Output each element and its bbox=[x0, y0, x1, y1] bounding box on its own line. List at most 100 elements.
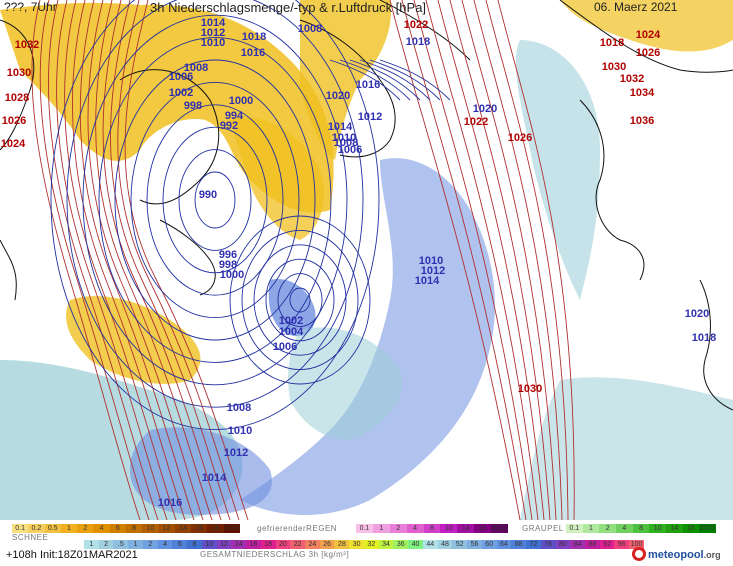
legend-swatch: 0.2 bbox=[28, 524, 45, 533]
pressure-label: 1030 bbox=[602, 61, 626, 73]
pressure-label: 1010 bbox=[201, 37, 225, 49]
legend-swatch: 16 bbox=[682, 524, 700, 533]
valid-time: ???, 7Uhr bbox=[4, 0, 57, 14]
pressure-label: 1014 bbox=[202, 472, 227, 484]
legend-swatch: .5 bbox=[113, 540, 129, 549]
isobar-low bbox=[114, 59, 316, 341]
pressure-label: 1016 bbox=[241, 47, 265, 59]
legend-swatch: 48 bbox=[437, 540, 453, 549]
pressure-label: 1020 bbox=[473, 103, 497, 115]
legend-swatch: 2025+ bbox=[223, 524, 240, 533]
pressure-label: 992 bbox=[220, 120, 238, 132]
legend-swatch: 10 bbox=[142, 524, 159, 533]
legend-swatch: 1 bbox=[582, 524, 600, 533]
isobar-low bbox=[253, 244, 347, 356]
precip-area bbox=[130, 427, 272, 515]
map-title: 3h Niederschlagsmenge/-typ & r.Luftdruck… bbox=[150, 0, 427, 15]
legend-swatch: 0.1 bbox=[566, 524, 583, 533]
isobar-layer bbox=[31, 0, 575, 520]
isobar-low bbox=[289, 287, 311, 313]
pressure-label: 1010 bbox=[419, 255, 443, 267]
legend-swatch: 16 bbox=[191, 524, 208, 533]
pressure-label: 1028 bbox=[5, 92, 29, 104]
legend-swatch: 68 bbox=[511, 540, 527, 549]
isobar-low bbox=[82, 14, 348, 386]
pressure-label: 1012 bbox=[224, 447, 248, 459]
isobar-high bbox=[48, 0, 159, 520]
legend-swatch: 16 bbox=[474, 524, 492, 533]
legend-swatch: 18 bbox=[207, 524, 224, 533]
pressure-label: 1026 bbox=[2, 115, 26, 127]
precip-layer bbox=[0, 0, 733, 520]
isobar-high bbox=[102, 0, 222, 520]
isobar-low bbox=[349, 59, 421, 101]
legend-swatch: 84 bbox=[570, 540, 585, 549]
legend-swatch: 1 bbox=[84, 540, 99, 549]
precip-area bbox=[230, 117, 324, 240]
legend-swatch: 32 bbox=[363, 540, 379, 549]
isobar-low bbox=[359, 59, 431, 101]
coastline bbox=[579, 99, 645, 281]
coastline bbox=[299, 19, 396, 158]
legend-swatch: 4 bbox=[157, 540, 173, 549]
legend-swatch: 24 bbox=[305, 540, 320, 549]
precip-area bbox=[240, 158, 495, 515]
legend-swatch: 2 bbox=[389, 524, 407, 533]
isobar-low bbox=[241, 229, 359, 371]
legend-swatch: 34 bbox=[378, 540, 394, 549]
precip-area bbox=[560, 0, 733, 52]
isobar-high bbox=[110, 0, 231, 520]
pressure-label: 1018 bbox=[692, 332, 716, 344]
legend-swatch: 2025+ bbox=[491, 524, 509, 533]
pressure-label: 1018 bbox=[406, 36, 430, 48]
isobar-low bbox=[130, 81, 300, 319]
isobar-high bbox=[117, 0, 240, 520]
isobar-low bbox=[277, 273, 323, 327]
legend-swatch: 22 bbox=[290, 540, 306, 549]
isobar-high bbox=[401, 0, 527, 520]
isobar-high bbox=[95, 0, 213, 520]
isobar-low bbox=[265, 258, 335, 342]
legend-swatch: 20 bbox=[275, 540, 291, 549]
legend-swatch: 52 bbox=[452, 540, 468, 549]
legend-swatch: 14 bbox=[666, 524, 683, 533]
legend-swatch: 6 bbox=[172, 540, 188, 549]
pressure-label: 1020 bbox=[685, 308, 709, 320]
pressure-label: 1020 bbox=[326, 90, 350, 102]
isobar-high bbox=[87, 0, 204, 520]
legend-swatch: 56 bbox=[467, 540, 482, 549]
isobar-high bbox=[56, 0, 168, 520]
legend-swatch: 1 bbox=[372, 524, 390, 533]
legend-swatch: 10 bbox=[649, 524, 667, 533]
isobar-high bbox=[461, 0, 557, 520]
pressure-label: 996 bbox=[219, 249, 237, 261]
run-info: +108h Init:18Z01MAR2021 bbox=[6, 549, 138, 561]
pressure-label: 1026 bbox=[636, 47, 660, 59]
pressure-label: 1008 bbox=[184, 62, 208, 74]
pressure-label: 1036 bbox=[630, 115, 654, 127]
precip-area bbox=[300, 0, 391, 160]
pressure-label: 1008 bbox=[298, 23, 322, 35]
legend-swatch: 92 bbox=[599, 540, 615, 549]
legend-swatch: 1 bbox=[128, 540, 143, 549]
legend-swatch: 26 bbox=[319, 540, 335, 549]
coastline bbox=[159, 219, 216, 296]
legend-swatch: 76 bbox=[540, 540, 556, 549]
coastline bbox=[559, 0, 733, 73]
pressure-label: 1022 bbox=[404, 19, 428, 31]
pressure-label: 1014 bbox=[201, 17, 226, 29]
date-label: 06. Maerz 2021 bbox=[594, 0, 678, 14]
pressure-label: 1012 bbox=[358, 111, 382, 123]
legend-swatch: 72 bbox=[526, 540, 541, 549]
legend-swatch: 6 bbox=[109, 524, 126, 533]
legend-swatch: 100 bbox=[629, 540, 644, 549]
isobar-high bbox=[64, 0, 177, 520]
legend-swatch: 0.5 bbox=[44, 524, 61, 533]
pressure-label: 1024 bbox=[636, 29, 661, 41]
pressure-label: 994 bbox=[225, 110, 244, 122]
isobar-high bbox=[485, 0, 569, 520]
coastline-layer bbox=[0, 0, 733, 411]
